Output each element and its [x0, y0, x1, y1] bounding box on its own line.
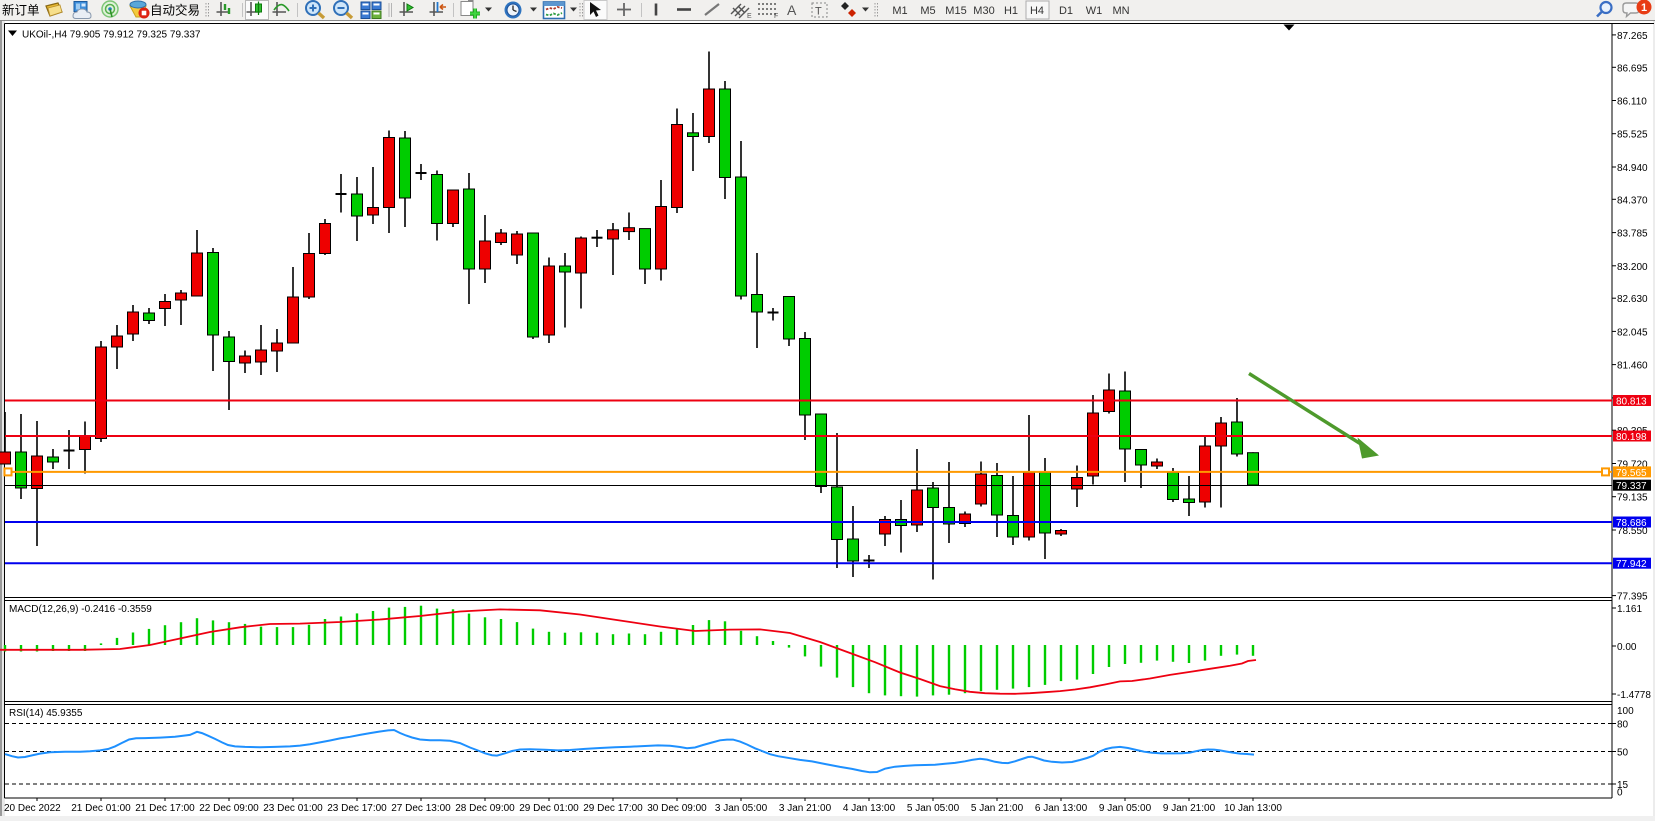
svg-text:MACD(12,26,9) -0.2416 -0.3559: MACD(12,26,9) -0.2416 -0.3559 [9, 604, 152, 615]
svg-text:27 Dec 13:00: 27 Dec 13:00 [391, 803, 451, 814]
svg-text:3 Jan 05:00: 3 Jan 05:00 [715, 803, 768, 814]
svg-text:E: E [747, 13, 752, 20]
svg-text:21 Dec 17:00: 21 Dec 17:00 [135, 803, 195, 814]
svg-text:5 Jan 05:00: 5 Jan 05:00 [907, 803, 960, 814]
svg-text:50: 50 [1617, 748, 1629, 759]
svg-text:D1: D1 [1059, 5, 1073, 17]
svg-text:M30: M30 [973, 5, 994, 17]
svg-text:1.161: 1.161 [1617, 604, 1642, 615]
svg-text:6 Jan 13:00: 6 Jan 13:00 [1035, 803, 1088, 814]
svg-text:85.525: 85.525 [1617, 130, 1648, 141]
svg-text:79.135: 79.135 [1617, 493, 1648, 504]
svg-text:83.785: 83.785 [1617, 229, 1648, 240]
svg-text:22 Dec 09:00: 22 Dec 09:00 [199, 803, 259, 814]
svg-text:0.00: 0.00 [1617, 642, 1637, 653]
svg-text:10 Jan 13:00: 10 Jan 13:00 [1224, 803, 1282, 814]
svg-text:79.565: 79.565 [1616, 468, 1647, 479]
svg-text:29 Dec 01:00: 29 Dec 01:00 [519, 803, 579, 814]
svg-text:A: A [787, 2, 797, 18]
svg-text:80: 80 [1617, 720, 1629, 731]
svg-text:M15: M15 [945, 5, 966, 17]
svg-text:78.686: 78.686 [1616, 518, 1647, 529]
svg-text:W1: W1 [1086, 5, 1103, 17]
svg-text:28 Dec 09:00: 28 Dec 09:00 [455, 803, 515, 814]
svg-text:78.550: 78.550 [1617, 526, 1648, 537]
svg-text:F: F [774, 13, 778, 20]
svg-text:86.695: 86.695 [1617, 63, 1648, 74]
svg-text:87.265: 87.265 [1617, 31, 1648, 42]
svg-text:82.630: 82.630 [1617, 294, 1648, 305]
svg-text:新订单: 新订单 [2, 3, 40, 18]
svg-text:MN: MN [1112, 5, 1129, 17]
svg-text:20 Dec 2022: 20 Dec 2022 [4, 803, 61, 814]
svg-text:自动交易: 自动交易 [150, 3, 200, 18]
svg-text:RSI(14) 45.9355: RSI(14) 45.9355 [9, 708, 83, 719]
svg-text:80.813: 80.813 [1616, 397, 1647, 408]
svg-text:84.940: 84.940 [1617, 163, 1648, 174]
svg-text:77.942: 77.942 [1616, 559, 1647, 570]
svg-text:H1: H1 [1004, 5, 1018, 17]
svg-text:79.720: 79.720 [1617, 460, 1648, 471]
svg-text:86.110: 86.110 [1617, 97, 1647, 108]
svg-text:M1: M1 [892, 5, 907, 17]
svg-text:30 Dec 09:00: 30 Dec 09:00 [647, 803, 707, 814]
svg-text:83.200: 83.200 [1617, 262, 1648, 273]
svg-text:29 Dec 17:00: 29 Dec 17:00 [583, 803, 643, 814]
svg-text:3 Jan 21:00: 3 Jan 21:00 [779, 803, 832, 814]
svg-text:77.395: 77.395 [1617, 592, 1648, 603]
svg-text:H4: H4 [1030, 5, 1044, 17]
svg-text:100: 100 [1617, 706, 1634, 717]
svg-text:1: 1 [1641, 2, 1647, 14]
svg-text:5 Jan 21:00: 5 Jan 21:00 [971, 803, 1024, 814]
svg-text:UKOil-,H4 79.905 79.912 79.32: UKOil-,H4 79.905 79.912 79.325 79.337 [22, 30, 201, 41]
svg-text:84.370: 84.370 [1617, 195, 1648, 206]
svg-text:80.198: 80.198 [1616, 432, 1647, 443]
svg-text:T: T [815, 6, 822, 18]
svg-text:9 Jan 05:00: 9 Jan 05:00 [1099, 803, 1152, 814]
svg-text:79.337: 79.337 [1616, 481, 1647, 492]
svg-text:4 Jan 13:00: 4 Jan 13:00 [843, 803, 896, 814]
svg-text:9 Jan 21:00: 9 Jan 21:00 [1163, 803, 1216, 814]
svg-text:-1.4778: -1.4778 [1617, 690, 1651, 701]
svg-text:23 Dec 17:00: 23 Dec 17:00 [327, 803, 387, 814]
svg-text:M5: M5 [920, 5, 935, 17]
svg-text:0: 0 [1617, 788, 1623, 799]
svg-text:82.045: 82.045 [1617, 327, 1648, 338]
svg-text:15: 15 [1617, 780, 1629, 791]
svg-text:21 Dec 01:00: 21 Dec 01:00 [71, 803, 131, 814]
svg-text:81.460: 81.460 [1617, 361, 1648, 372]
svg-text:23 Dec 01:00: 23 Dec 01:00 [263, 803, 323, 814]
